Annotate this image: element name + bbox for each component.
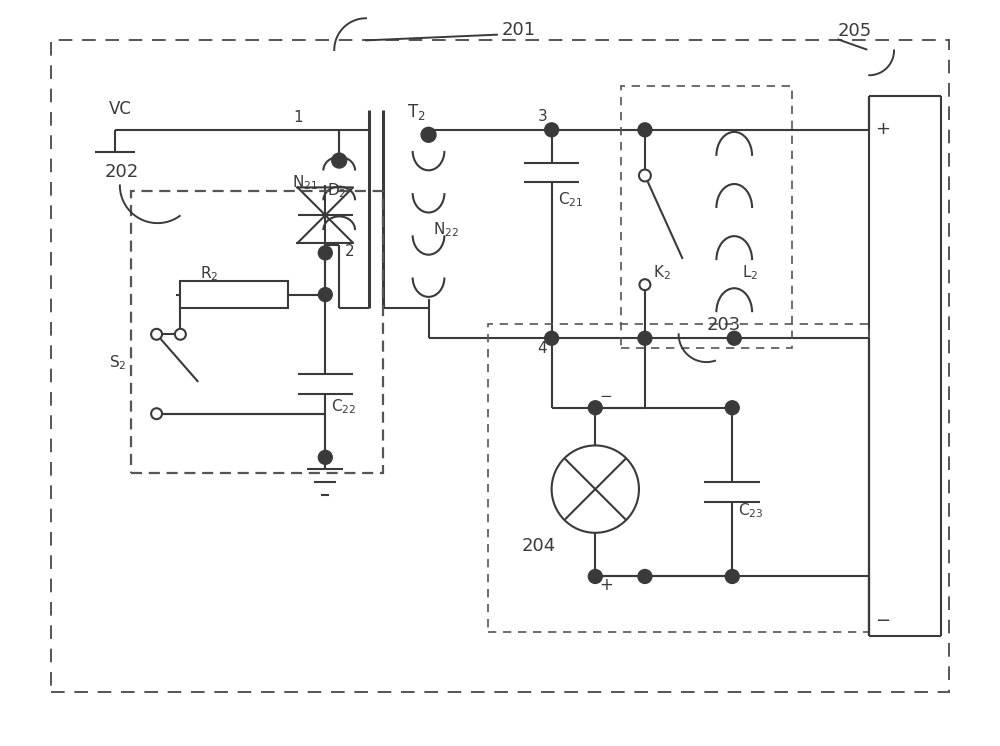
Circle shape (318, 246, 332, 260)
Circle shape (638, 569, 652, 583)
Circle shape (175, 329, 186, 339)
Text: 4: 4 (538, 341, 547, 356)
Text: 202: 202 (105, 163, 139, 181)
Circle shape (332, 153, 347, 168)
Text: D$_2$: D$_2$ (327, 181, 347, 200)
Text: +: + (875, 120, 890, 138)
Text: −: − (599, 389, 612, 404)
Text: VC: VC (109, 100, 132, 118)
Circle shape (725, 569, 739, 583)
Circle shape (638, 123, 652, 137)
Text: N$_{21}$: N$_{21}$ (292, 174, 318, 192)
Circle shape (421, 128, 436, 142)
Text: S$_2$: S$_2$ (109, 354, 126, 372)
Circle shape (318, 451, 332, 464)
Text: 205: 205 (837, 22, 872, 40)
Text: 3: 3 (538, 109, 547, 124)
Circle shape (727, 331, 741, 345)
Text: 203: 203 (706, 316, 741, 334)
Circle shape (318, 288, 332, 301)
Bar (131, 192, 383, 473)
Text: 201: 201 (502, 20, 536, 39)
Circle shape (638, 331, 652, 345)
Bar (621, 86, 792, 348)
Bar (51, 40, 949, 692)
Text: K$_2$: K$_2$ (653, 263, 671, 282)
Text: R$_2$: R$_2$ (200, 264, 219, 283)
Bar (488, 325, 869, 632)
Text: C$_{22}$: C$_{22}$ (331, 397, 357, 416)
Text: C$_{23}$: C$_{23}$ (738, 501, 764, 520)
Text: −: − (875, 612, 890, 630)
Circle shape (639, 279, 650, 290)
Circle shape (725, 401, 739, 415)
Circle shape (151, 329, 162, 339)
Circle shape (639, 169, 651, 181)
Text: 1: 1 (294, 110, 303, 125)
Circle shape (588, 401, 602, 415)
Circle shape (151, 408, 162, 419)
Text: N$_{22}$: N$_{22}$ (433, 220, 459, 239)
Text: 204: 204 (522, 536, 556, 554)
Circle shape (588, 569, 602, 583)
Text: T$_2$: T$_2$ (407, 102, 425, 122)
Circle shape (545, 123, 559, 137)
Text: +: + (599, 577, 613, 595)
Text: L$_2$: L$_2$ (742, 263, 759, 282)
Bar (180, 280, 288, 309)
Text: C$_{21}$: C$_{21}$ (558, 190, 583, 209)
Circle shape (545, 331, 559, 345)
Text: 2: 2 (345, 244, 355, 259)
